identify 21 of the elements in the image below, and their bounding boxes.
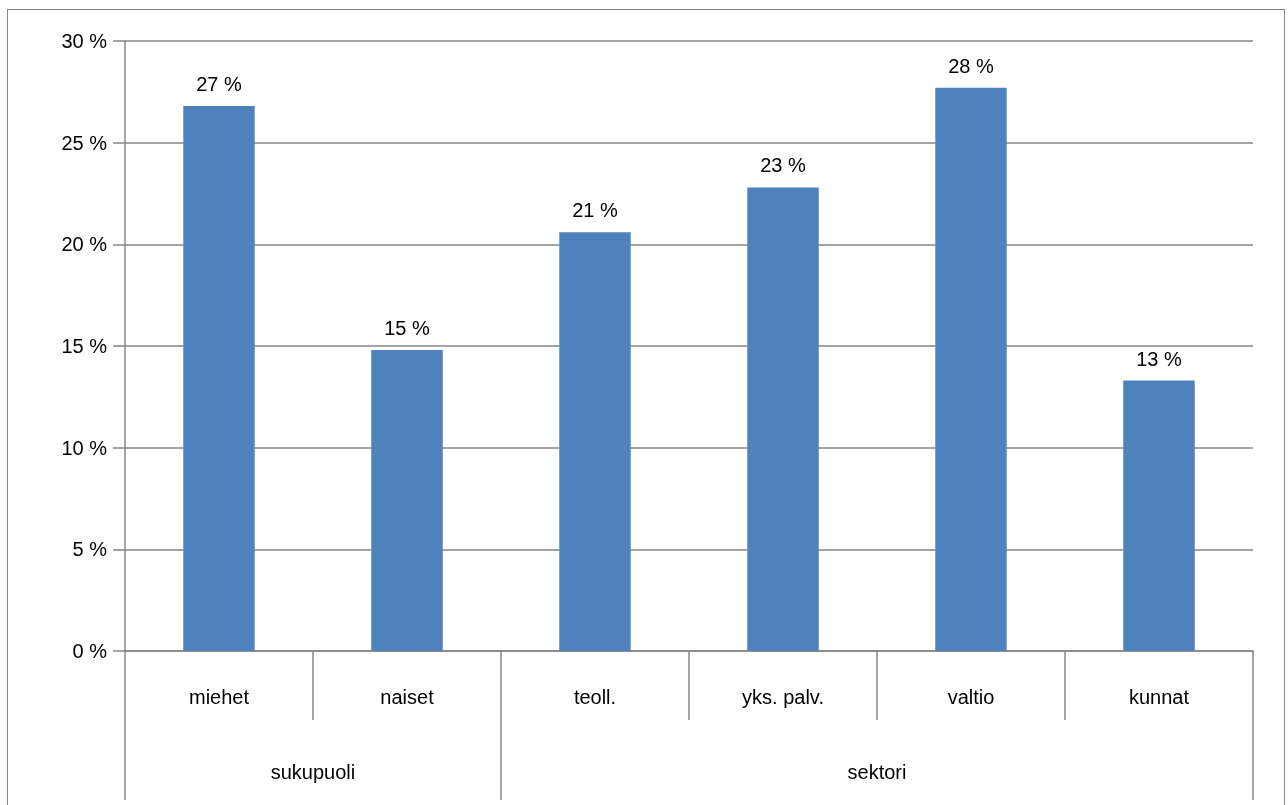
y-tick-label: 5 % [72, 538, 108, 561]
x-tick-label: yks. palv. [742, 686, 824, 708]
y-tick-label: 0 % [72, 640, 108, 662]
x-tick-label: kunnat [1128, 686, 1190, 708]
x-tick-label: miehet [188, 686, 250, 708]
y-tick-label: 30 % [61, 30, 108, 52]
text: sektori [847, 761, 907, 783]
x-tick-label: valtio [947, 686, 995, 708]
data-label: 21 % [572, 199, 619, 222]
data-label: 13 % [1136, 347, 1183, 370]
data-label: 15 % [384, 317, 431, 340]
data-label: 28 % [948, 54, 995, 77]
x-tick-label: naiset [380, 686, 435, 708]
y-tick-label: 15 % [61, 335, 108, 357]
y-tick-label: 20 % [61, 233, 108, 256]
data-label: 27 % [196, 73, 243, 96]
x-tick-label: teoll. [573, 686, 617, 708]
data-label: 23 % [760, 154, 807, 177]
y-tick-label: 10 % [61, 436, 108, 459]
y-tick-label: 25 % [61, 131, 108, 154]
text: sukupuoli [270, 761, 356, 783]
